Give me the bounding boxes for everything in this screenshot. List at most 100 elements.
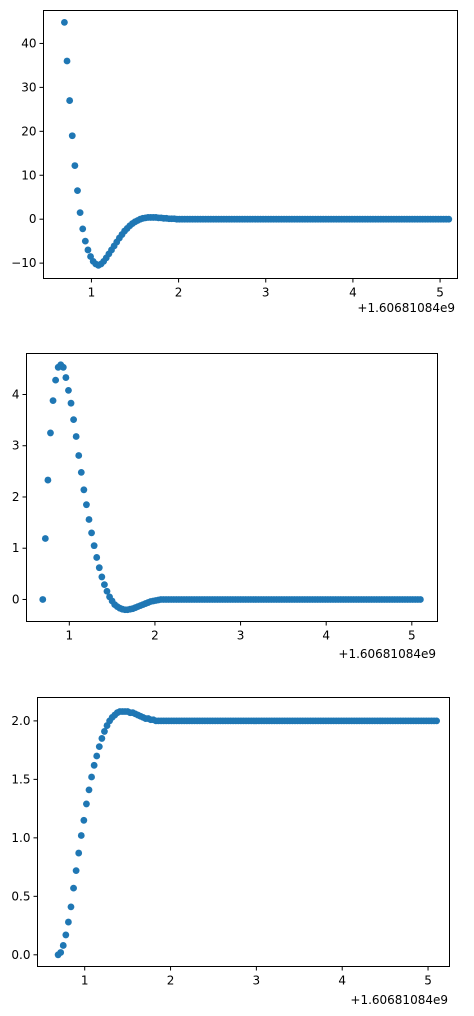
x-tick-label: 4	[338, 974, 346, 988]
data-point	[88, 773, 95, 781]
data-point	[416, 596, 424, 603]
data-point	[49, 397, 57, 405]
y-tick-label: 0.5	[11, 889, 30, 903]
data-point	[67, 399, 75, 407]
data-point	[79, 225, 87, 233]
axes-frame	[43, 10, 458, 279]
y-tick-label: 20	[21, 124, 36, 138]
data-point	[83, 501, 90, 509]
x-tick-label: 4	[322, 629, 330, 643]
x-offset-label: +1.60681084e9	[357, 301, 455, 315]
y-tick-label: 30	[21, 80, 36, 94]
x-axis: 1 2 3 4 5	[81, 966, 432, 988]
data-point	[93, 752, 101, 760]
data-point	[83, 800, 90, 808]
data-point	[95, 743, 103, 751]
data-point	[85, 786, 93, 794]
x-tick-label: 3	[262, 286, 270, 300]
data-point	[75, 849, 83, 857]
y-tick-label: 1.5	[11, 772, 30, 786]
x-offset-label: +1.60681084e9	[338, 647, 436, 661]
data-point	[80, 816, 88, 824]
axes-frame	[26, 353, 438, 622]
data-point	[41, 535, 49, 542]
data-point	[65, 918, 72, 926]
data-point	[85, 516, 93, 523]
x-axis: 1 2 3 4 5	[65, 621, 416, 643]
data-point	[93, 554, 101, 561]
data-point	[90, 542, 98, 550]
data-point	[81, 237, 89, 245]
y-axis: 0.0 0.5 1.0 1.5 2.0	[11, 714, 38, 962]
data-point	[88, 529, 95, 537]
data-point	[71, 162, 79, 169]
data-point	[72, 433, 80, 440]
data-point	[95, 564, 103, 572]
plot-area	[39, 361, 424, 614]
x-axis: 1 2 3 4 5	[88, 278, 444, 300]
data-point	[98, 573, 106, 581]
data-point	[77, 832, 85, 839]
scatter-chart-1: 1 2 3 4 5 −10 0 10 20 30 40 +1.60681084e9	[11, 10, 458, 315]
data-point	[70, 416, 77, 424]
data-point	[44, 476, 52, 484]
data-point	[47, 429, 54, 437]
data-point	[62, 931, 70, 939]
axes-frame	[37, 697, 450, 967]
data-point	[66, 97, 74, 104]
y-tick-label: 0	[29, 212, 37, 226]
x-tick-label: 4	[349, 286, 357, 300]
x-tick-label: 2	[151, 629, 159, 643]
data-point	[39, 596, 47, 603]
scatter-chart-3: 1 2 3 4 5 0.0 0.5 1.0 1.5 2.0 +1.60681084e9	[11, 697, 450, 1007]
data-point	[77, 468, 85, 476]
x-tick-label: 2	[167, 974, 175, 988]
data-point	[75, 452, 83, 459]
y-tick-label: 0.0	[11, 948, 30, 962]
x-tick-label: 1	[81, 974, 89, 988]
x-tick-label: 5	[408, 629, 416, 643]
x-tick-label: 2	[175, 286, 183, 300]
data-point	[84, 246, 92, 254]
x-tick-label: 1	[65, 629, 73, 643]
y-tick-label: 10	[21, 168, 36, 182]
data-point	[70, 884, 77, 892]
x-tick-label: 5	[424, 974, 432, 988]
y-tick-label: 2.0	[11, 714, 30, 728]
y-tick-label: 40	[21, 36, 36, 50]
data-point	[101, 728, 108, 735]
y-tick-label: 4	[12, 387, 20, 401]
y-tick-label: 0	[12, 592, 20, 606]
scatter-chart-2: 1 2 3 4 5 0 1 2 3 4 +1.60681084e9	[12, 353, 438, 661]
data-point	[90, 761, 98, 769]
y-tick-label: −10	[11, 256, 36, 270]
data-point	[65, 386, 72, 394]
data-point	[52, 376, 60, 384]
y-tick-label: 3	[12, 439, 20, 453]
data-point	[59, 942, 67, 949]
x-offset-label: +1.60681084e9	[350, 993, 448, 1007]
plot-area	[54, 708, 441, 959]
y-axis: −10 0 10 20 30 40	[11, 36, 44, 270]
data-point	[445, 215, 453, 223]
data-point	[57, 949, 65, 956]
data-point	[103, 587, 111, 595]
data-point	[62, 374, 70, 381]
data-point	[67, 903, 75, 911]
y-axis: 0 1 2 3 4	[12, 387, 27, 606]
data-point	[98, 735, 106, 742]
data-point	[74, 187, 81, 195]
x-tick-label: 5	[436, 286, 444, 300]
x-tick-label: 1	[88, 286, 96, 300]
data-point	[72, 867, 80, 874]
data-point	[433, 717, 441, 725]
y-tick-label: 1	[12, 541, 20, 555]
data-point	[68, 132, 76, 140]
data-point	[61, 18, 68, 26]
x-tick-label: 3	[253, 974, 261, 988]
x-tick-label: 3	[237, 629, 245, 643]
plot-area	[61, 18, 453, 269]
y-tick-label: 1.0	[11, 831, 30, 845]
y-tick-label: 2	[12, 490, 20, 504]
data-point	[59, 363, 67, 371]
